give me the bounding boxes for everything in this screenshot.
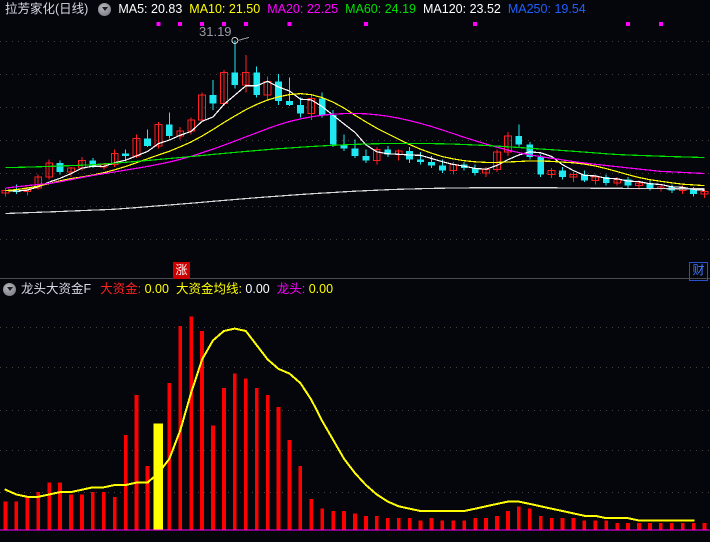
longtou-value: 0.00 — [308, 282, 334, 296]
ma10-label: MA10: — [189, 2, 226, 16]
candlestick-svg — [1, 22, 709, 260]
ma250-label: MA250: — [507, 2, 551, 16]
zhang-tag[interactable]: 涨 — [173, 262, 190, 279]
gridline — [0, 367, 710, 368]
gridline — [0, 492, 710, 493]
indicator-title: 龙头大资金F — [21, 282, 92, 296]
dazijin-ma-value: 0.00 — [245, 282, 270, 296]
gridline — [0, 410, 710, 411]
ma120-label: MA120: — [423, 2, 467, 16]
ma5-label: MA5: — [118, 2, 148, 16]
gridline — [0, 239, 710, 240]
price-plot-area[interactable] — [0, 18, 710, 260]
indicator-panel: 龙头大资金F 大资金: 0.00 大资金均线: 0.00 龙头: 0.00 — [0, 278, 710, 542]
dazijin-value: 0.00 — [144, 282, 169, 296]
cai-tag[interactable]: 财 — [689, 262, 708, 281]
gridline — [0, 74, 710, 75]
chevron-down-icon[interactable] — [3, 282, 16, 296]
dazijin-ma-label: 大资金均线: — [175, 282, 242, 296]
ma5-value: 20.83 — [151, 2, 183, 16]
ma20-value: 22.25 — [306, 2, 339, 16]
indicator-panel-header: 龙头大资金F 大资金: 0.00 大资金均线: 0.00 龙头: 0.00 — [0, 278, 710, 299]
longtou-label: 龙头: — [276, 282, 306, 296]
gridline — [0, 107, 710, 108]
ma60-label: MA60: — [345, 2, 382, 16]
ma10-value: 21.50 — [228, 2, 261, 16]
gridline — [0, 450, 710, 451]
peak-price-label: 31.19 — [199, 24, 232, 39]
indicator-bars-svg — [0, 316, 710, 531]
price-panel-header: 拉芳家化(日线) MA5: 20.83 MA10: 21.50 MA20: 22… — [0, 0, 710, 18]
price-panel: 拉芳家化(日线) MA5: 20.83 MA10: 21.50 MA20: 22… — [0, 0, 710, 260]
ma120-value: 23.52 — [469, 2, 501, 16]
symbol-title: 拉芳家化(日线) — [5, 2, 89, 16]
gridline — [0, 41, 710, 42]
gridline — [0, 327, 710, 328]
ma20-label: MA20: — [267, 2, 304, 16]
gridline — [0, 206, 710, 207]
ma60-value: 24.19 — [384, 2, 416, 16]
indicator-plot-area[interactable] — [0, 298, 710, 542]
chevron-down-icon[interactable] — [98, 2, 112, 16]
ma250-value: 19.54 — [554, 2, 586, 16]
dazijin-label: 大资金: — [100, 282, 142, 296]
gridline — [0, 173, 710, 174]
